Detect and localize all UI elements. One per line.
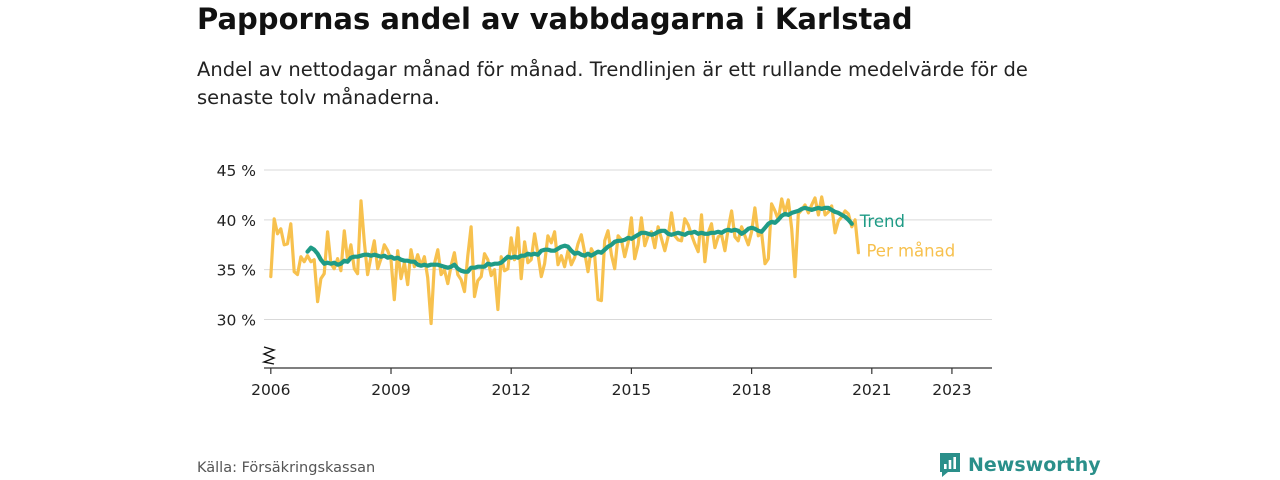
chart-title: Pappornas andel av vabbdagarna i Karlsta…: [197, 2, 913, 36]
brand-name: Newsworthy: [968, 454, 1101, 476]
brand-logo: Newsworthy: [938, 451, 1101, 479]
x-tick-label: 2012: [491, 381, 530, 399]
y-tick-label: 35 %: [217, 262, 256, 280]
y-tick-label: 30 %: [217, 312, 256, 330]
y-tick-label: 45 %: [217, 162, 256, 180]
grid-lines: [264, 169, 992, 320]
series-line-monthly: [269, 195, 861, 326]
x-tick-label: 2021: [852, 381, 891, 399]
series-line-trend: [305, 205, 854, 274]
series-end-labels: Trend Per månad: [859, 212, 955, 261]
x-tick-label: 2009: [371, 381, 410, 399]
axis-break-zigzag: [261, 346, 277, 365]
x-axis-tick-labels: 2006 2009 2012 2015 2018 2021 2023: [251, 381, 972, 399]
series-label-trend: Trend: [859, 212, 905, 231]
source-note: Källa: Försäkringskassan: [197, 460, 376, 476]
x-tick-label: 2023: [932, 381, 971, 399]
x-tick-label: 2018: [732, 381, 771, 399]
newsworthy-logo-icon: [940, 453, 960, 477]
x-axis: [264, 367, 992, 374]
x-tick-label: 2006: [251, 381, 290, 399]
series-label-monthly: Per månad: [866, 242, 955, 261]
x-tick-label: 2015: [612, 381, 651, 399]
y-axis-break-icon: [261, 346, 277, 365]
y-axis-tick-labels: 30 % 35 % 40 % 45 %: [217, 162, 256, 330]
y-tick-label: 40 %: [217, 212, 256, 230]
chart-subtitle: Andel av nettodagar månad för månad. Tre…: [197, 58, 1028, 109]
series-lines: [269, 195, 861, 326]
